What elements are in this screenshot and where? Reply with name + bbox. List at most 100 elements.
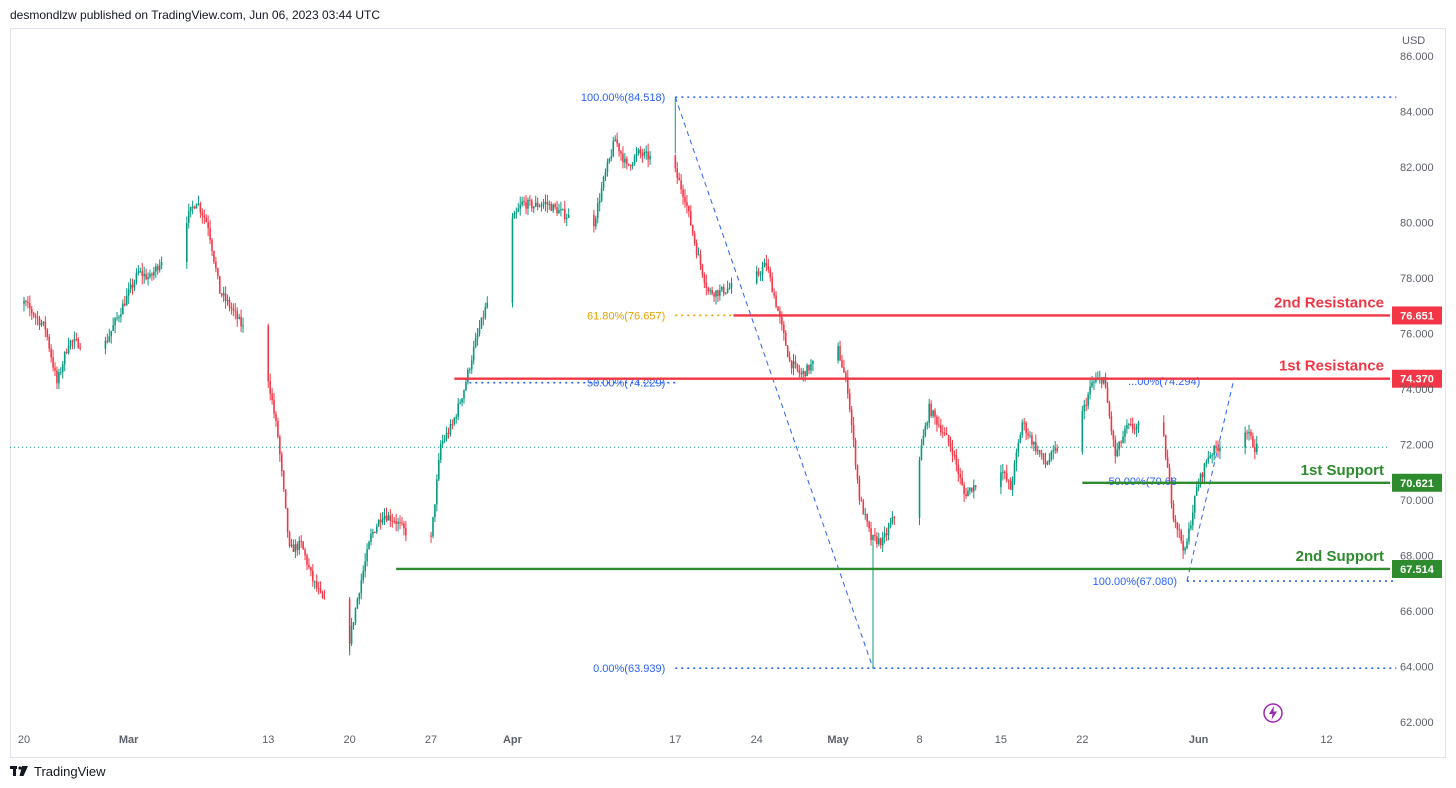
candle-body (788, 356, 791, 361)
candle-body (238, 316, 240, 319)
candle-body (777, 306, 779, 312)
level-tag-value: 76.651 (1400, 310, 1434, 322)
x-tick-label: Jun (1189, 734, 1209, 746)
candle-body (800, 373, 803, 375)
candle-body (42, 321, 45, 324)
candle-body (441, 440, 444, 444)
candle-body (637, 149, 640, 154)
candle-body (112, 325, 114, 331)
candle-body (38, 318, 41, 326)
candle-body (65, 352, 68, 354)
candle-body (544, 201, 547, 204)
candle-body (554, 204, 556, 208)
candle-body (290, 544, 293, 547)
candle-body (629, 165, 632, 167)
candle-body (1254, 447, 1256, 453)
candle-body (52, 357, 54, 368)
candle-body (215, 261, 217, 269)
candle-body (682, 189, 684, 197)
candle-body (1248, 431, 1250, 434)
candle-body (565, 217, 568, 220)
candle-body (686, 202, 688, 206)
candle-body (191, 206, 194, 208)
candle-body (430, 535, 432, 537)
candle-body (122, 303, 124, 315)
candle-body (843, 367, 845, 373)
candle-body (447, 432, 450, 434)
candle-body (1027, 433, 1029, 436)
candle-body (1201, 473, 1204, 477)
y-tick-label: 70.000 (1400, 495, 1434, 507)
candle-body (1219, 447, 1221, 452)
candle-body (1081, 411, 1084, 452)
candle-body (294, 544, 297, 552)
x-tick-label: 27 (425, 734, 437, 746)
candle-body (852, 424, 855, 440)
candle-body (131, 284, 134, 288)
candle-body (313, 581, 316, 583)
candle-body (300, 540, 302, 542)
candle-body (680, 180, 682, 190)
candle-body (967, 490, 969, 497)
candle-body (697, 254, 700, 256)
candle-body (1000, 472, 1002, 488)
candle-body (705, 282, 708, 288)
candle-body (1203, 463, 1206, 477)
candle-body (232, 308, 235, 311)
candle-body (379, 519, 382, 523)
candle-body (54, 367, 56, 371)
candle-body (602, 177, 605, 189)
level-name: 1st Support (1301, 462, 1384, 479)
candle-body (885, 533, 888, 535)
candle-body (1126, 425, 1128, 429)
candle-body (525, 202, 527, 209)
candle-body (302, 541, 304, 550)
candle-body (133, 281, 136, 288)
candle-body (143, 273, 145, 277)
candle-body (189, 206, 192, 212)
candle-body (1166, 457, 1169, 468)
y-tick-label: 74.000 (1400, 384, 1434, 396)
candle-body (356, 599, 359, 609)
candle-body (127, 289, 130, 296)
candle-body (1133, 428, 1136, 430)
candle-body (277, 420, 279, 437)
candle-body (395, 521, 397, 524)
candle-body (222, 293, 225, 296)
candle-body (610, 156, 613, 159)
candle-body (36, 317, 39, 319)
x-tick-label: 17 (669, 734, 681, 746)
level-tag-value: 70.621 (1400, 478, 1434, 490)
candle-body (878, 538, 880, 544)
candle-body (46, 329, 49, 338)
candle-body (1122, 436, 1124, 443)
candle-body (1102, 376, 1105, 384)
candle-body (769, 269, 772, 278)
candle-body (350, 625, 353, 644)
x-tick-label: 12 (1320, 734, 1332, 746)
x-tick-label: 24 (751, 734, 763, 746)
candle-body (959, 473, 962, 478)
axes: USD 86.000 84.000 82.000 80.000 78.000 76.000 7… (18, 35, 1434, 746)
candle-body (381, 518, 384, 523)
candle-body (534, 202, 537, 207)
candle-body (455, 416, 458, 419)
candle-body (620, 151, 622, 154)
candle-body (1091, 382, 1093, 387)
candle-body (186, 222, 188, 263)
level-name: 2nd Resistance (1274, 294, 1384, 311)
lightning-icon[interactable] (1262, 702, 1284, 724)
candle-body (108, 336, 111, 342)
level-tag-value: 74.370 (1400, 374, 1434, 386)
y-tick-label: 80.000 (1400, 218, 1434, 230)
candle-body (1085, 404, 1088, 406)
candle-body (1211, 455, 1213, 457)
candle-body (23, 300, 25, 304)
candle-body (34, 315, 37, 318)
candle-body (354, 608, 357, 623)
footer: TradingView (10, 762, 106, 780)
candle-body (647, 151, 649, 160)
candle-body (684, 196, 686, 203)
candle-body (315, 581, 318, 589)
